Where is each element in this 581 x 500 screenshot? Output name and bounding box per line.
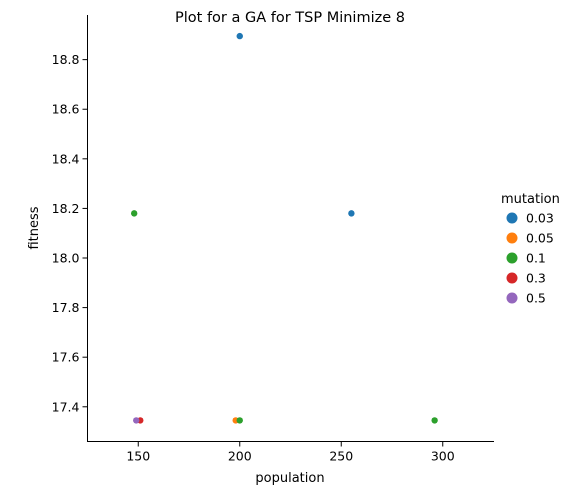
y-ticks: 17.4 17.6 17.8 18.0 18.2 18.4 18.6 18.8 — [52, 52, 88, 414]
legend-label: 0.05 — [526, 231, 554, 246]
legend-marker — [506, 252, 518, 264]
data-point — [236, 417, 243, 424]
legend-marker — [506, 232, 518, 244]
y-tick-label: 18.2 — [52, 201, 80, 216]
y-axis-label: fitness — [27, 206, 42, 249]
legend-label: 0.5 — [526, 291, 546, 306]
y-tick-label: 17.8 — [52, 300, 80, 315]
y-tick-label: 17.6 — [52, 350, 80, 365]
legend-marker — [506, 272, 518, 284]
x-tick-label: 200 — [228, 449, 252, 464]
legend: mutation 0.03 0.05 0.1 0.3 0.5 — [501, 192, 560, 306]
data-point — [348, 210, 355, 217]
x-tick-label: 300 — [431, 449, 455, 464]
y-tick-label: 17.4 — [52, 399, 80, 414]
data-point — [431, 417, 438, 424]
x-axis-label: population — [255, 471, 324, 486]
x-tick-label: 250 — [329, 449, 353, 464]
legend-label: 0.03 — [526, 211, 554, 226]
data-point — [130, 210, 138, 217]
y-tick-label: 18.4 — [52, 151, 80, 166]
x-tick-label: 150 — [126, 449, 150, 464]
legend-items: 0.03 0.05 0.1 0.3 0.5 — [506, 211, 554, 306]
legend-title: mutation — [501, 192, 560, 207]
axes — [87, 15, 494, 442]
legend-marker — [506, 292, 518, 304]
y-tick-label: 18.0 — [52, 251, 80, 266]
data-point — [133, 417, 140, 424]
data-points — [130, 32, 438, 424]
y-tick-label: 18.6 — [52, 102, 80, 117]
chart-title: Plot for a GA for TSP Minimize 8 — [175, 10, 405, 26]
legend-label: 0.3 — [526, 271, 546, 286]
legend-marker — [506, 212, 518, 224]
y-tick-label: 18.8 — [52, 52, 80, 67]
data-point — [236, 32, 243, 40]
x-ticks: 150 200 250 300 — [126, 441, 455, 464]
legend-label: 0.1 — [526, 251, 546, 266]
